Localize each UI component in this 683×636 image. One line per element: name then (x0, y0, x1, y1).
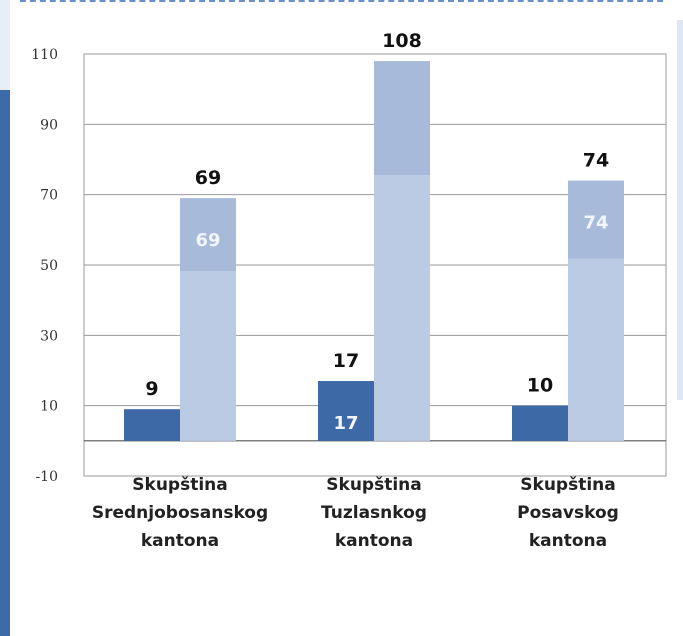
frame-left-accent (0, 90, 10, 636)
y-tick-label: 110 (31, 47, 58, 63)
bar (512, 405, 568, 441)
bar-value-label: 10 (527, 375, 553, 397)
value-labels: 9 69 69 17 17 108 10 74 74 (145, 30, 609, 434)
frame-top-border (0, 0, 683, 2)
frame-right-pale (677, 20, 683, 400)
y-tick-label: -10 (35, 469, 58, 485)
y-axis: 110 90 70 50 30 10 -10 (31, 47, 58, 485)
bar-lower-shade (180, 270, 236, 441)
bar (318, 381, 374, 441)
y-tick-label: 50 (40, 258, 58, 274)
y-tick-label: 70 (40, 188, 58, 204)
bar (124, 409, 180, 441)
category-label: kantona (335, 531, 413, 551)
frame-right-strip (667, 0, 683, 636)
bar-inner-label: 17 (333, 413, 358, 434)
bar-lower-shade (374, 174, 430, 441)
bars (124, 61, 624, 441)
bar-value-label: 108 (382, 30, 422, 52)
category-label: Skupština (520, 475, 615, 495)
category-label: Posavskog (517, 503, 619, 523)
y-tick-label: 30 (40, 328, 58, 344)
frame-left-pale (0, 0, 10, 90)
category-label: Skupština (326, 475, 421, 495)
y-tick-label: 90 (40, 117, 58, 133)
category-label: kantona (529, 531, 607, 551)
category-label: kantona (141, 531, 219, 551)
category-label: Skupština (132, 475, 227, 495)
bar-value-label: 17 (333, 350, 359, 372)
bar-inner-label: 69 (195, 230, 220, 251)
bar-value-label: 9 (145, 378, 158, 400)
bar-inner-label: 74 (583, 213, 608, 234)
category-label: Srednjobosanskog (92, 503, 268, 523)
category-labels: Skupština Srednjobosanskog kantona Skupštin… (92, 475, 619, 551)
frame-left-strip (0, 0, 16, 636)
bar-value-label: 69 (195, 167, 221, 189)
bar-lower-shade (568, 258, 624, 441)
y-tick-label: 10 (40, 399, 58, 415)
category-label: Tuzlasnkog (321, 503, 427, 523)
bar-value-label: 74 (583, 150, 609, 172)
